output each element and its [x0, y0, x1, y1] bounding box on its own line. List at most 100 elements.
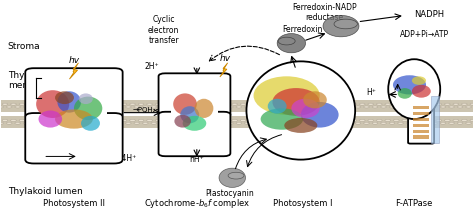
Ellipse shape [176, 122, 182, 124]
FancyBboxPatch shape [158, 112, 230, 156]
Ellipse shape [79, 119, 84, 121]
Ellipse shape [470, 103, 474, 105]
Ellipse shape [236, 122, 242, 124]
Ellipse shape [329, 122, 335, 124]
Ellipse shape [338, 106, 344, 108]
Ellipse shape [151, 106, 156, 108]
Ellipse shape [91, 122, 97, 124]
Ellipse shape [334, 119, 339, 121]
Ellipse shape [126, 122, 131, 124]
Ellipse shape [279, 122, 284, 124]
Ellipse shape [274, 103, 280, 105]
Ellipse shape [440, 122, 446, 124]
Ellipse shape [368, 103, 374, 105]
Ellipse shape [249, 119, 255, 121]
Text: H⁺: H⁺ [366, 88, 376, 97]
Ellipse shape [2, 119, 8, 121]
Ellipse shape [355, 122, 361, 124]
Text: Photosystem II: Photosystem II [43, 199, 105, 208]
Ellipse shape [257, 103, 263, 105]
Text: Stroma: Stroma [8, 42, 40, 51]
Ellipse shape [466, 122, 472, 124]
Ellipse shape [215, 103, 220, 105]
Ellipse shape [91, 106, 97, 108]
Ellipse shape [283, 119, 289, 121]
Ellipse shape [138, 103, 144, 105]
Ellipse shape [2, 103, 8, 105]
Ellipse shape [23, 106, 29, 108]
Ellipse shape [292, 119, 297, 121]
Ellipse shape [109, 122, 114, 124]
Ellipse shape [117, 106, 123, 108]
Ellipse shape [398, 88, 412, 99]
Ellipse shape [329, 106, 335, 108]
Ellipse shape [151, 122, 156, 124]
Ellipse shape [181, 119, 186, 121]
Ellipse shape [168, 122, 173, 124]
Ellipse shape [159, 122, 165, 124]
Ellipse shape [415, 122, 420, 124]
Ellipse shape [138, 119, 144, 121]
Ellipse shape [113, 119, 118, 121]
Ellipse shape [55, 109, 93, 129]
Ellipse shape [385, 103, 391, 105]
Ellipse shape [74, 122, 80, 124]
Ellipse shape [359, 103, 365, 105]
Ellipse shape [368, 119, 374, 121]
Text: Thylakoid: Thylakoid [8, 71, 51, 80]
Ellipse shape [287, 106, 293, 108]
Ellipse shape [279, 106, 284, 108]
Ellipse shape [87, 119, 93, 121]
Ellipse shape [300, 103, 306, 105]
Text: Cyclic
electron
transfer: Cyclic electron transfer [148, 15, 180, 45]
Ellipse shape [104, 103, 110, 105]
Bar [0, 116, 474, 128]
Ellipse shape [406, 106, 412, 108]
Text: NADPH: NADPH [414, 10, 444, 19]
Ellipse shape [440, 106, 446, 108]
Ellipse shape [423, 122, 429, 124]
Ellipse shape [164, 103, 169, 105]
Bar [413, 112, 429, 115]
Ellipse shape [283, 103, 289, 105]
Ellipse shape [193, 106, 199, 108]
Ellipse shape [181, 103, 186, 105]
Ellipse shape [62, 119, 67, 121]
Ellipse shape [130, 119, 136, 121]
Ellipse shape [334, 103, 339, 105]
Text: membrane: membrane [8, 82, 57, 90]
Ellipse shape [457, 122, 463, 124]
Ellipse shape [109, 106, 114, 108]
Ellipse shape [180, 106, 199, 123]
Ellipse shape [40, 106, 46, 108]
Text: →O₂ + 4H⁺: →O₂ + 4H⁺ [95, 154, 137, 163]
Ellipse shape [449, 122, 455, 124]
Ellipse shape [355, 106, 361, 108]
Ellipse shape [49, 106, 55, 108]
Ellipse shape [240, 119, 246, 121]
Ellipse shape [100, 122, 106, 124]
Ellipse shape [189, 103, 195, 105]
Ellipse shape [381, 106, 386, 108]
Ellipse shape [412, 85, 431, 98]
Ellipse shape [300, 119, 306, 121]
Ellipse shape [104, 119, 110, 121]
Text: Photosystem I: Photosystem I [273, 199, 333, 208]
Bar [41, 108, 107, 117]
Ellipse shape [32, 106, 37, 108]
Ellipse shape [292, 103, 297, 105]
Ellipse shape [32, 122, 37, 124]
Ellipse shape [309, 103, 314, 105]
Ellipse shape [219, 168, 246, 187]
Ellipse shape [6, 106, 12, 108]
Ellipse shape [40, 122, 46, 124]
Ellipse shape [301, 102, 338, 128]
Ellipse shape [70, 103, 76, 105]
FancyBboxPatch shape [408, 94, 434, 144]
Ellipse shape [284, 118, 318, 133]
Ellipse shape [428, 119, 433, 121]
Ellipse shape [376, 119, 382, 121]
Ellipse shape [206, 103, 212, 105]
Ellipse shape [334, 19, 357, 29]
Ellipse shape [83, 122, 89, 124]
